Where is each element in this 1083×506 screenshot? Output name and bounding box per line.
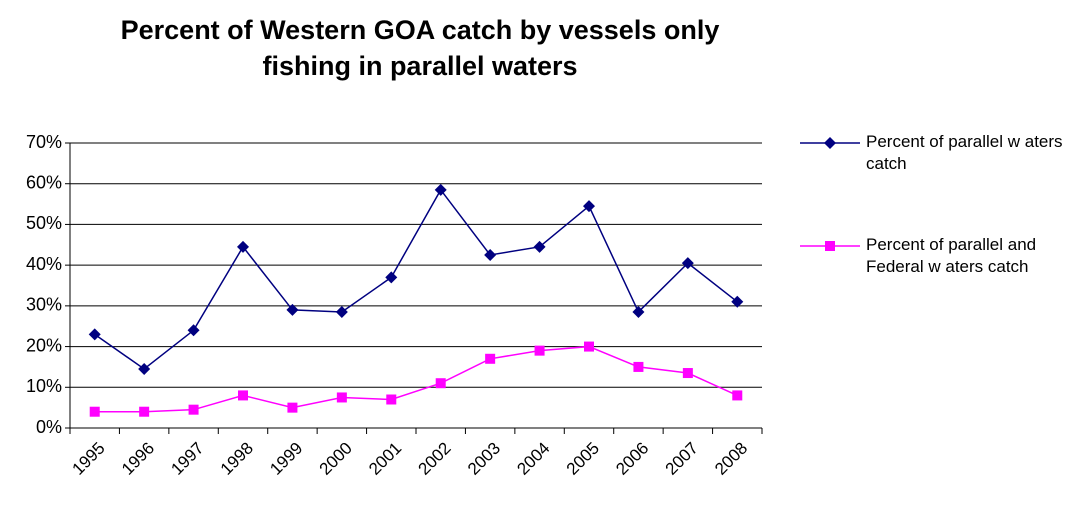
marker bbox=[633, 361, 644, 372]
x-tick-label: 1998 bbox=[217, 439, 257, 479]
marker bbox=[484, 248, 497, 261]
marker bbox=[583, 200, 595, 213]
legend-label: Percent of parallel and Federal w aters … bbox=[866, 235, 1037, 276]
x-tick-label: 2004 bbox=[513, 439, 553, 479]
x-tick-label: 2003 bbox=[464, 439, 504, 479]
x-tick-label: 2001 bbox=[365, 439, 405, 479]
marker bbox=[139, 406, 150, 417]
x-tick-label: 1995 bbox=[69, 439, 109, 479]
marker bbox=[237, 240, 249, 253]
y-tick-label: 50% bbox=[26, 213, 62, 233]
series-line bbox=[94, 188, 738, 370]
marker bbox=[286, 303, 299, 316]
marker bbox=[287, 402, 298, 413]
legend-label: Percent of parallel w aters catch bbox=[866, 132, 1063, 173]
y-tick-label: 70% bbox=[26, 132, 62, 152]
marker bbox=[732, 390, 743, 401]
y-tick-label: 20% bbox=[26, 335, 62, 355]
y-tick-label: 0% bbox=[36, 417, 62, 437]
marker bbox=[485, 353, 496, 364]
marker bbox=[731, 295, 744, 308]
y-tick-label: 30% bbox=[26, 295, 62, 315]
marker bbox=[238, 390, 248, 401]
marker bbox=[533, 240, 546, 253]
x-tick-label: 2005 bbox=[563, 439, 603, 479]
series-line bbox=[94, 345, 738, 413]
marker bbox=[584, 341, 594, 352]
y-tick-label: 60% bbox=[26, 172, 62, 192]
marker bbox=[681, 257, 694, 270]
x-tick-label: 2000 bbox=[316, 439, 356, 479]
marker bbox=[434, 183, 447, 196]
marker bbox=[188, 404, 199, 415]
marker bbox=[187, 324, 200, 337]
x-tick-label: 1996 bbox=[118, 439, 158, 479]
marker bbox=[386, 394, 397, 405]
marker bbox=[682, 368, 693, 379]
marker bbox=[435, 378, 446, 389]
marker bbox=[632, 305, 645, 318]
marker bbox=[89, 406, 100, 417]
x-tick-label: 2006 bbox=[612, 439, 652, 479]
legend-marker bbox=[824, 137, 836, 149]
marker bbox=[88, 328, 101, 341]
x-tick-label: 2002 bbox=[415, 439, 455, 479]
y-tick-label: 10% bbox=[26, 376, 62, 396]
marker bbox=[336, 392, 347, 403]
chart-title: Percent of Western GOA catch by vessels … bbox=[120, 15, 720, 81]
x-tick-label: 1999 bbox=[266, 439, 306, 479]
marker bbox=[385, 271, 398, 284]
marker bbox=[335, 305, 348, 318]
x-tick-label: 2007 bbox=[662, 439, 702, 479]
legend-marker bbox=[825, 241, 835, 251]
marker bbox=[138, 362, 151, 375]
y-tick-label: 40% bbox=[26, 254, 62, 274]
marker bbox=[534, 345, 545, 356]
x-tick-label: 1997 bbox=[167, 439, 207, 479]
x-tick-label: 2008 bbox=[711, 439, 751, 479]
